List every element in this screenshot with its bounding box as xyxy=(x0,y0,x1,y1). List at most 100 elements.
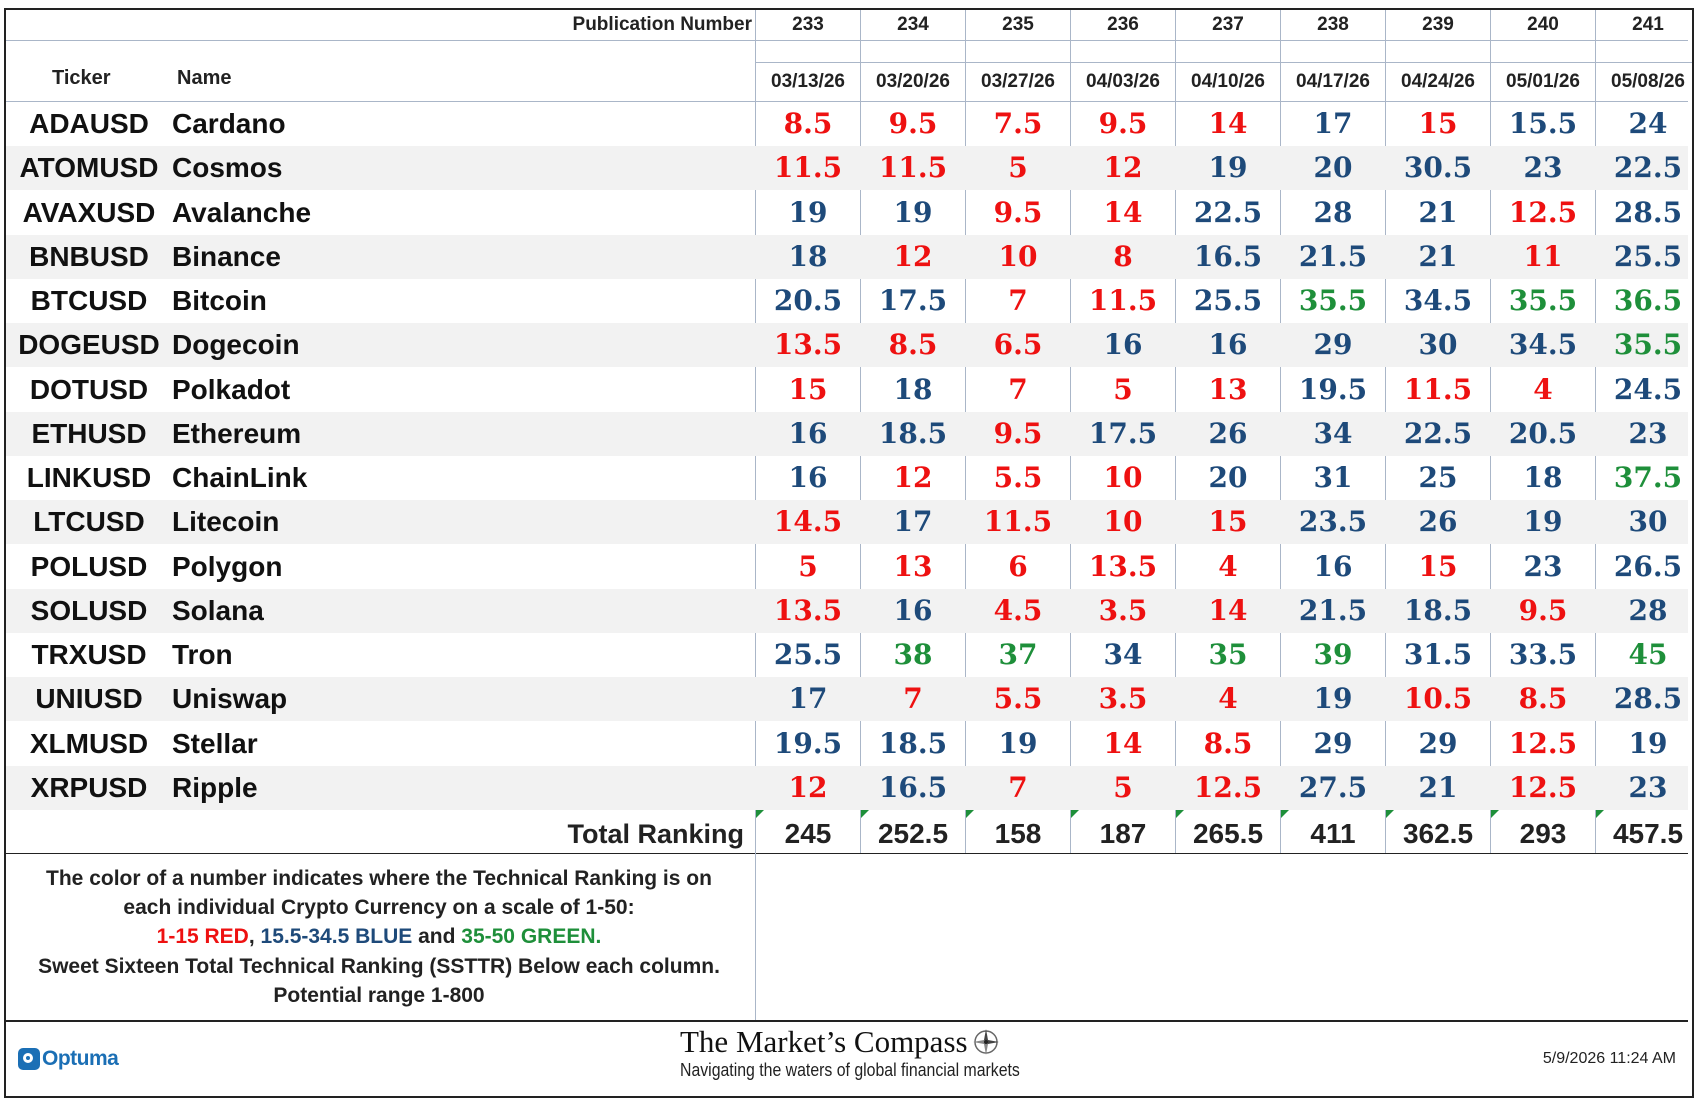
name-cell: Litecoin xyxy=(172,506,280,538)
ranking-value-cell: 16 xyxy=(1103,328,1143,362)
ranking-value-cell: 33.5 xyxy=(1508,638,1578,671)
markets-compass-logo: The Market’s Compass Navigating the wate… xyxy=(680,1024,1040,1081)
ranking-value-cell: 23 xyxy=(1523,549,1563,583)
timestamp: 5/9/2026 11:24 AM xyxy=(1542,1050,1676,1067)
ranking-value-cell: 29 xyxy=(1313,726,1353,760)
ranking-value-cell: 30 xyxy=(1628,505,1668,539)
ticker-cell: LTCUSD xyxy=(33,506,145,538)
ranking-value-cell: 5 xyxy=(1008,151,1028,185)
ranking-value-cell: 8.5 xyxy=(888,328,938,362)
optuma-icon xyxy=(18,1048,40,1070)
publication-number-label: Publication Number xyxy=(572,14,752,35)
ranking-value-cell: 9.5 xyxy=(993,195,1043,229)
cell-comment-marker xyxy=(861,810,869,818)
ranking-value-cell: 5.5 xyxy=(993,461,1043,494)
ranking-value-cell: 16.5 xyxy=(1193,239,1263,273)
name-cell: ChainLink xyxy=(172,462,308,493)
ranking-value-cell: 17 xyxy=(893,505,933,539)
ranking-value-cell: 5 xyxy=(1113,770,1133,804)
total-ranking-value: 362.5 xyxy=(1402,818,1474,849)
ranking-value-cell: 25 xyxy=(1418,461,1458,494)
ranking-value-cell: 9.5 xyxy=(993,416,1043,450)
ranking-value-cell: 12.5 xyxy=(1193,770,1263,804)
ranking-value-cell: 11.5 xyxy=(1403,372,1473,406)
table-row: BNBUSD Binance 18 12 10 8 16.5 21.5 21 11 25.5 xyxy=(6,234,1688,279)
ranking-value-cell: 12 xyxy=(893,461,933,494)
ranking-value-cell: 10.5 xyxy=(1403,682,1473,716)
legend-line-5: Potential range 1-800 xyxy=(273,984,485,1007)
ranking-value-cell: 5 xyxy=(798,549,818,583)
legend-blue-range: 15.5-34.5 BLUE xyxy=(260,925,413,948)
ranking-value-cell: 8.5 xyxy=(1518,682,1568,716)
optuma-logo: Optuma xyxy=(18,1046,119,1072)
ranking-value-cell: 11.5 xyxy=(983,505,1053,539)
ranking-value-cell: 35.5 xyxy=(1298,284,1368,317)
ranking-value-cell: 27.5 xyxy=(1298,770,1368,804)
ranking-value-cell: 16 xyxy=(1208,328,1248,362)
ranking-value-cell: 39 xyxy=(1313,638,1353,671)
publication-number: 234 xyxy=(897,14,929,35)
grid-horizontal-line xyxy=(6,1020,1688,1022)
ranking-value-cell: 5.5 xyxy=(993,682,1043,716)
ranking-value-cell: 12.5 xyxy=(1508,726,1578,760)
name-cell: Dogecoin xyxy=(172,329,300,361)
publication-number: 240 xyxy=(1527,14,1559,35)
ranking-value-cell: 21 xyxy=(1418,770,1458,804)
ranking-value-cell: 28 xyxy=(1313,195,1353,229)
ranking-value-cell: 14 xyxy=(1208,107,1248,140)
ranking-value-cell: 23 xyxy=(1523,151,1563,185)
ranking-value-cell: 11.5 xyxy=(773,151,843,185)
ticker-cell: TRXUSD xyxy=(31,639,147,670)
optuma-wordmark: Optuma xyxy=(42,1047,119,1070)
ranking-value-cell: 13.5 xyxy=(1088,549,1158,583)
grid-horizontal-line xyxy=(6,101,1688,102)
grid-horizontal-line xyxy=(756,62,1692,63)
ranking-value-cell: 11 xyxy=(1523,239,1563,273)
ticker-cell: ETHUSD xyxy=(31,417,147,449)
total-ranking-label: Total Ranking xyxy=(567,819,744,849)
table-row: DOTUSD Polkadot 15 18 7 5 13 19.5 11.5 4 24.5 xyxy=(6,368,1688,412)
total-ranking-value: 252.5 xyxy=(877,818,949,849)
ranking-value-cell: 29 xyxy=(1313,328,1353,362)
ranking-value-cell: 5 xyxy=(1113,372,1133,406)
publication-number: 239 xyxy=(1422,14,1454,35)
ranking-value-cell: 12 xyxy=(893,239,933,273)
ranking-value-cell: 10 xyxy=(1103,461,1143,494)
ranking-value-cell: 36.5 xyxy=(1613,284,1683,317)
ticker-cell: POLUSD xyxy=(30,550,148,582)
table-row: XLMUSD Stellar 19.5 18.5 19 14 8.5 29 29 12.5 19 xyxy=(6,722,1688,766)
ranking-value-cell: 25.5 xyxy=(773,638,843,671)
ranking-value-cell: 16 xyxy=(788,416,828,450)
ticker-cell: XRPUSD xyxy=(30,771,148,803)
grid-vertical-line xyxy=(755,853,756,1020)
ranking-value-cell: 4 xyxy=(1218,549,1238,583)
table-row: DOGEUSD Dogecoin 13.5 8.5 6.5 16 16 29 30 34.5 35.… xyxy=(6,323,1688,368)
ranking-value-cell: 16 xyxy=(788,461,828,494)
name-cell: Stellar xyxy=(172,727,258,759)
cell-comment-marker xyxy=(756,810,764,818)
ranking-value-cell: 9.5 xyxy=(888,107,938,140)
table-row: ADAUSD Cardano 8.5 9.5 7.5 9.5 14 17 15 15.5 24 xyxy=(6,102,1688,146)
publication-date: 05/08/26 xyxy=(1611,71,1685,92)
name-cell: Avalanche xyxy=(172,196,312,228)
ranking-value-cell: 12.5 xyxy=(1508,195,1578,229)
ranking-value-cell: 15 xyxy=(1418,107,1458,140)
legend-green-range: 35-50 GREEN. xyxy=(461,925,602,948)
publication-number: 238 xyxy=(1317,14,1349,35)
ranking-value-cell: 15 xyxy=(1208,505,1248,539)
publication-date: 04/03/26 xyxy=(1086,71,1160,92)
ranking-value-cell: 29 xyxy=(1418,726,1458,760)
ranking-value-cell: 13.5 xyxy=(773,593,843,627)
ticker-cell: AVAXUSD xyxy=(22,196,156,228)
ranking-value-cell: 35 xyxy=(1208,638,1248,671)
ranking-value-cell: 19.5 xyxy=(1298,372,1368,406)
name-header: Name xyxy=(177,67,232,89)
name-cell: Ethereum xyxy=(172,417,302,449)
ranking-value-cell: 30 xyxy=(1418,328,1458,362)
ticker-cell: LINKUSD xyxy=(26,462,152,493)
ranking-value-cell: 11.5 xyxy=(878,151,948,185)
ranking-value-cell: 22.5 xyxy=(1403,416,1473,450)
table-row: BTCUSD Bitcoin 20.5 17.5 7 11.5 25.5 35.5 34.5 35… xyxy=(6,279,1688,323)
total-ranking-value: 457.5 xyxy=(1612,818,1684,849)
ranking-value-cell: 45 xyxy=(1628,638,1668,671)
